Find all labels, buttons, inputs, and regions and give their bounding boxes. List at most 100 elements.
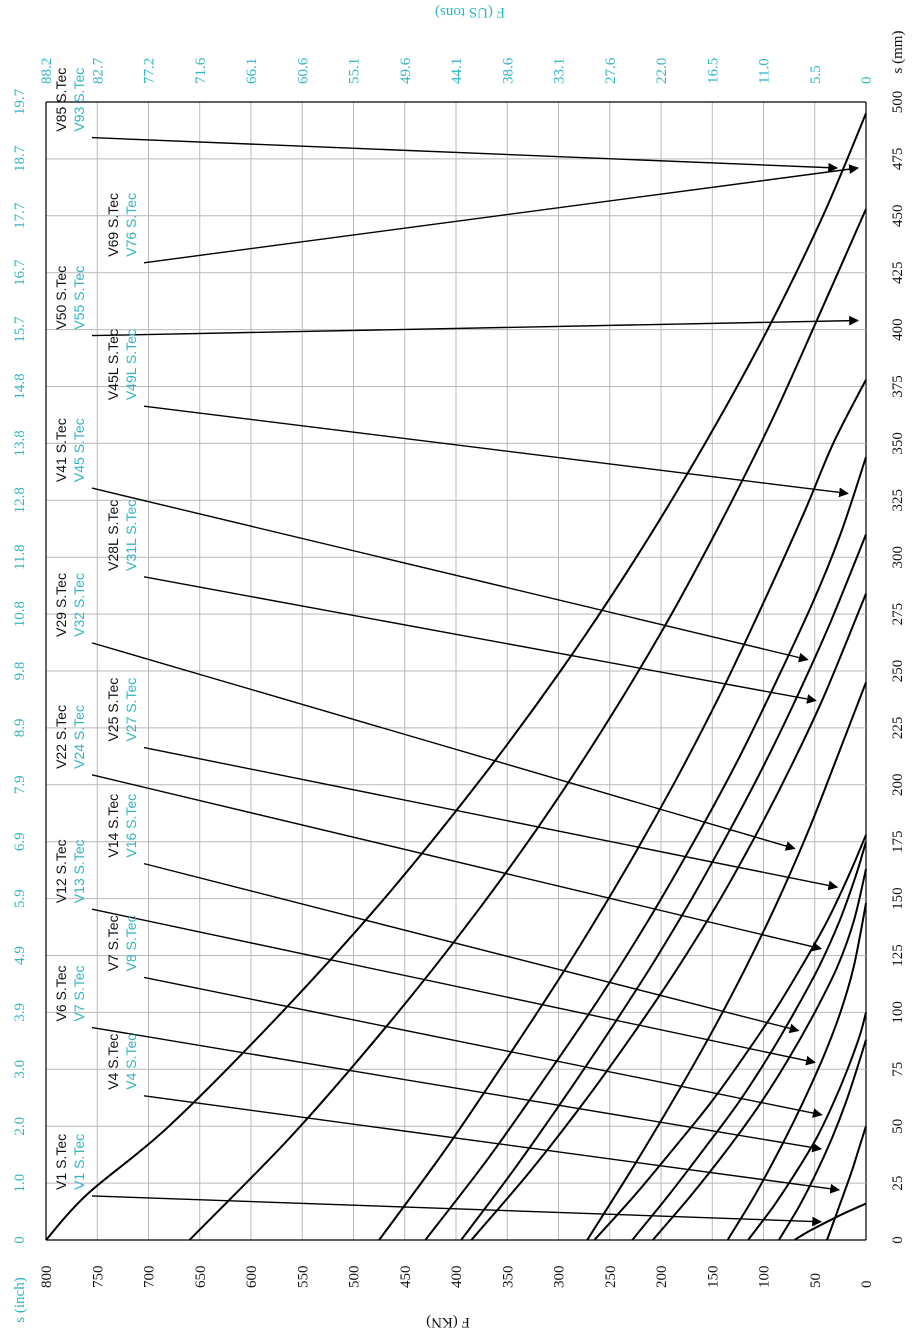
stroke-mm-tick: 200 [890, 774, 906, 797]
force-tons-tick: 11.0 [757, 58, 773, 84]
stroke-mm-tick: 325 [890, 489, 906, 512]
stroke-mm-tick: 125 [890, 944, 906, 967]
force-tons-tick: 71.6 [193, 57, 209, 84]
stroke-inch-tick: 17.7 [12, 202, 28, 229]
stroke-mm-tick: 350 [890, 432, 906, 455]
stroke-inch-tick: 3.0 [12, 1060, 28, 1079]
series-label: V7 S.Tec V8 S.Tec [105, 915, 139, 971]
series-label: V1 S.Tec V1 S.Tec [53, 1134, 87, 1190]
force-tons-tick: 16.5 [705, 58, 721, 84]
series-label-primary: V7 S.Tec [105, 915, 121, 971]
stroke-inch-tick: 14.8 [12, 373, 28, 399]
force-tons-tick: 82.7 [90, 57, 106, 84]
stroke-mm-tick: 50 [890, 1119, 906, 1134]
force-tons-tick: 60.6 [295, 57, 311, 84]
series-label: V28L S.Tec V31L S.Tec [105, 500, 139, 571]
series-label: V50 S.Tec V55 S.Tec [53, 266, 87, 330]
force-kn-tick: 650 [193, 1266, 209, 1289]
stroke-inch-tick: 3.9 [12, 1003, 28, 1022]
force-tons-tick: 22.0 [654, 58, 670, 84]
label-leaders [91, 136, 859, 1227]
stroke-inch-tick: 4.9 [12, 946, 28, 965]
force-kn-tick: 300 [552, 1266, 568, 1289]
force-tons-tick: 49.6 [398, 57, 414, 84]
force-kn-tick: 0 [859, 1281, 875, 1289]
stroke-mm-tick: 375 [890, 375, 906, 398]
stroke-inch-tick: 11.8 [12, 544, 28, 570]
series-curve [424, 456, 867, 1241]
stroke-mm-tick: 475 [890, 148, 906, 171]
series-label-secondary: V8 S.Tec [123, 915, 139, 971]
stroke-mm-tick: 175 [890, 830, 906, 853]
series-label-primary: V22 S.Tec [53, 705, 69, 769]
series-label: V12 S.Tec V13 S.Tec [53, 839, 87, 903]
stroke-inch-tick: 19.7 [12, 88, 28, 115]
series-label-primary: V1 S.Tec [53, 1134, 69, 1190]
stroke-mm-tick: 0 [890, 1236, 906, 1244]
series-label: V4 S.Tec V4 S.Tec [105, 1034, 139, 1090]
series-label-secondary: V55 S.Tec [71, 266, 87, 330]
force-kn-tick: 350 [500, 1266, 516, 1289]
label-leader-arrow [91, 1026, 823, 1153]
force-kn-tick: 200 [654, 1266, 670, 1289]
series-label: V22 S.Tec V24 S.Tec [53, 705, 87, 769]
series-curve [188, 208, 867, 1241]
series-label-secondary: V31L S.Tec [123, 500, 139, 571]
label-leader-arrow [143, 976, 823, 1118]
label-leader-arrow [143, 164, 859, 264]
stroke-mm-tick: 25 [890, 1176, 906, 1191]
series-curve [826, 1125, 867, 1241]
series-label-primary: V14 S.Tec [105, 794, 121, 858]
axis-titles: s (mm) s (inch) F (KN) F (US tons) [12, 4, 906, 1330]
series-label-secondary: V4 S.Tec [123, 1034, 139, 1090]
series-label-secondary: V27 S.Tec [123, 678, 139, 742]
force-kn-axis-title: F (KN) [426, 1314, 470, 1329]
stroke-inch-tick: 5.9 [12, 889, 28, 908]
stroke-inch-tick: 15.7 [12, 316, 28, 343]
series-curve [726, 903, 867, 1241]
stroke-inch-tick: 18.7 [12, 145, 28, 172]
series-label-primary: V41 S.Tec [53, 418, 69, 482]
force-kn-tick: 500 [347, 1266, 363, 1289]
label-leader-arrow [143, 405, 849, 498]
stroke-inch-axis-title: s (inch) [12, 1277, 28, 1322]
force-tons-tick: 55.1 [347, 58, 363, 84]
series-label-secondary: V1 S.Tec [71, 1134, 87, 1190]
force-tons-tick: 88.2 [39, 58, 55, 84]
stroke-inch-tick: 7.9 [12, 775, 28, 794]
force-kn-tick: 50 [808, 1273, 824, 1288]
force-tons-tick: 27.6 [603, 57, 619, 84]
label-leader-arrow [91, 1195, 823, 1227]
stroke-inch-tick: 9.8 [12, 662, 28, 681]
series-label: V85 S.Tec V93 S.Tec [53, 68, 87, 132]
series-label-primary: V6 S.Tec [53, 965, 69, 1021]
stroke-mm-tick: 500 [890, 91, 906, 114]
series-label-secondary: V16 S.Tec [123, 794, 139, 858]
force-kn-tick: 700 [142, 1266, 158, 1289]
force-tons-tick: 44.1 [449, 58, 465, 84]
series-label: V6 S.Tec V7 S.Tec [53, 965, 87, 1021]
series-label-primary: V69 S.Tec [105, 193, 121, 257]
force-kn-tick: 100 [757, 1266, 773, 1289]
axis-ticks: 0501001502002503003504004505005506006507… [12, 57, 906, 1288]
series-curve [460, 534, 867, 1241]
series-label-secondary: V49L S.Tec [123, 329, 139, 400]
force-tons-tick: 38.6 [500, 57, 516, 84]
series-curve [778, 1039, 867, 1241]
series-label-secondary: V13 S.Tec [71, 839, 87, 903]
force-tons-tick: 77.2 [142, 58, 158, 84]
stroke-inch-tick: 10.8 [12, 601, 28, 627]
stroke-inch-tick: 2.0 [12, 1117, 28, 1136]
force-tons-tick: 33.1 [552, 58, 568, 84]
force-tons-tick: 66.1 [244, 58, 260, 84]
series-label-secondary: V24 S.Tec [71, 705, 87, 769]
series-label-primary: V85 S.Tec [53, 68, 69, 132]
series-labels: V1 S.Tec V1 S.Tec V4 S.Tec V4 S.Tec V6 S.Tec… [53, 68, 139, 1190]
force-tons-axis-title: F (US tons) [435, 4, 505, 20]
stroke-inch-tick: 0 [12, 1236, 28, 1244]
stroke-mm-tick: 450 [890, 205, 906, 228]
stroke-inch-tick: 12.8 [12, 487, 28, 513]
force-kn-tick: 400 [449, 1266, 465, 1289]
stroke-mm-tick: 400 [890, 318, 906, 341]
